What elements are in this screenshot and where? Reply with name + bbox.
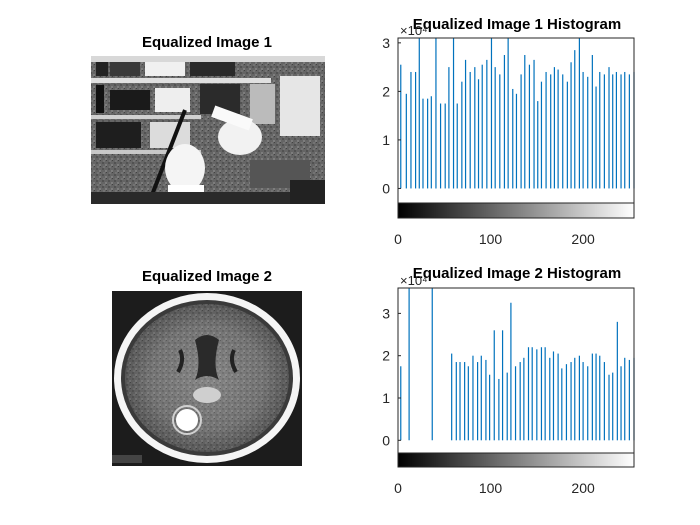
y-tick-label: 3 bbox=[382, 35, 390, 51]
y-tick-label: 1 bbox=[382, 390, 390, 406]
equalized-image-1 bbox=[91, 56, 325, 204]
y-exponent-label: ×10⁴ bbox=[400, 273, 428, 288]
x-tick-label: 100 bbox=[479, 480, 503, 496]
y-tick-label: 0 bbox=[382, 180, 390, 196]
y-exponent-label: ×10⁴ bbox=[400, 23, 428, 38]
x-tick-label: 0 bbox=[394, 480, 402, 496]
y-tick-label: 2 bbox=[382, 348, 390, 364]
grayscale-colorbar bbox=[398, 453, 634, 467]
y-tick-label: 2 bbox=[382, 83, 390, 99]
y-tick-label: 0 bbox=[382, 432, 390, 448]
x-tick-label: 0 bbox=[394, 231, 402, 247]
x-tick-label: 100 bbox=[479, 231, 503, 247]
y-tick-label: 3 bbox=[382, 305, 390, 321]
x-tick-label: 200 bbox=[571, 231, 595, 247]
hist2-axes: 0 1 2 3 ×10⁴ 0 100 200 bbox=[382, 273, 634, 496]
hist1-axes: 0 1 2 3 ×10⁴ 0 100 200 bbox=[382, 23, 634, 247]
y-tick-label: 1 bbox=[382, 132, 390, 148]
x-tick-label: 200 bbox=[571, 480, 595, 496]
grayscale-colorbar bbox=[398, 203, 634, 218]
equalized-image-2 bbox=[112, 291, 302, 466]
